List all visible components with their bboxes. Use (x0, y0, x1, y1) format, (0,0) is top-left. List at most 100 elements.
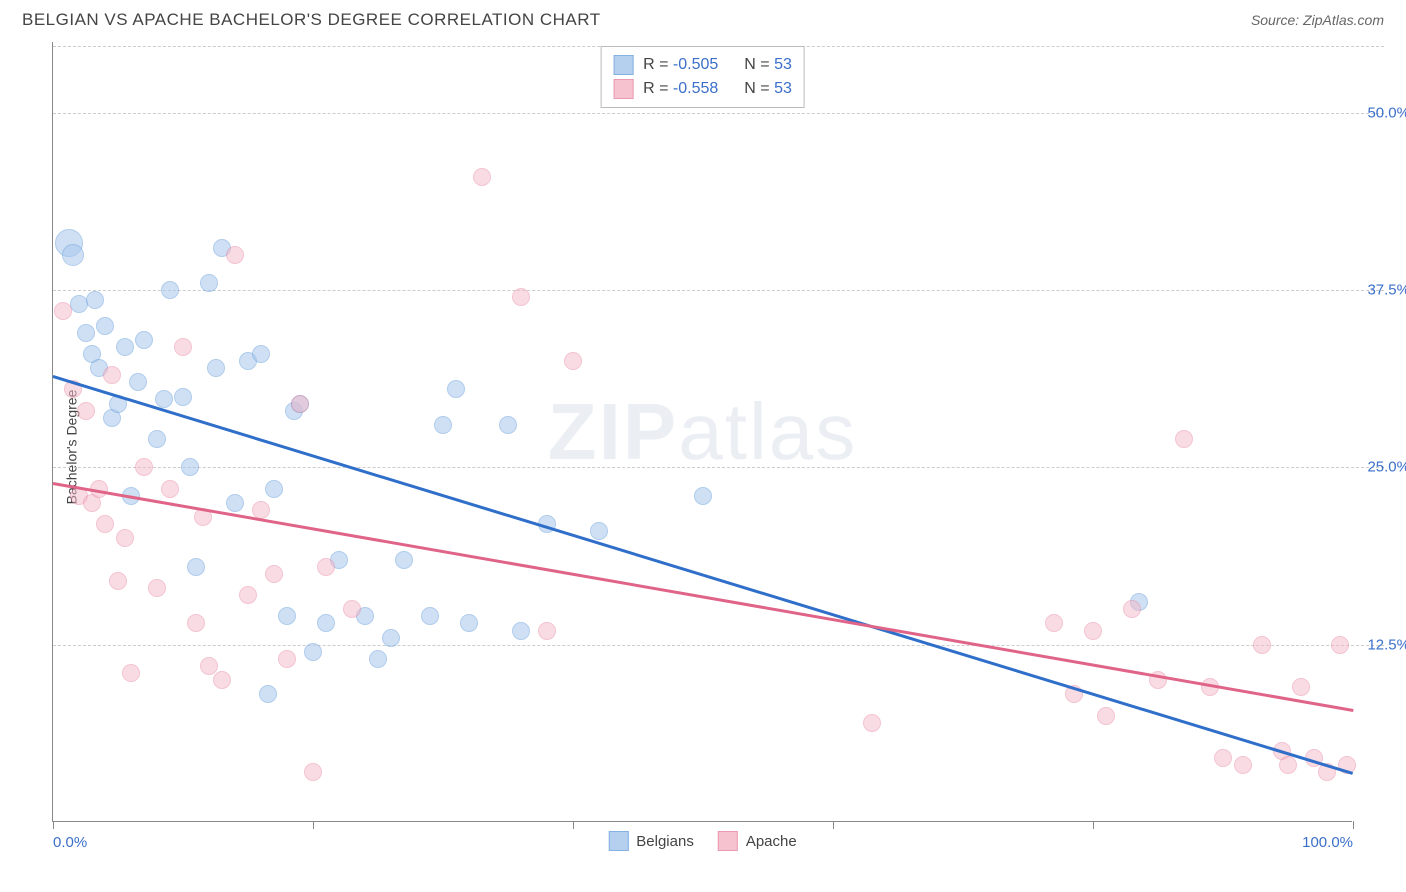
data-point (460, 614, 478, 632)
legend-swatch (718, 831, 738, 851)
legend-item: Apache (718, 831, 797, 851)
data-point (499, 416, 517, 434)
data-point (252, 345, 270, 363)
data-point (369, 650, 387, 668)
source-label: Source: ZipAtlas.com (1251, 12, 1384, 28)
data-point (512, 288, 530, 306)
data-point (187, 558, 205, 576)
data-point (434, 416, 452, 434)
data-point (155, 390, 173, 408)
x-tick (1093, 821, 1094, 829)
data-point (54, 302, 72, 320)
data-point (1045, 614, 1063, 632)
data-point (538, 622, 556, 640)
x-tick (833, 821, 834, 829)
data-point (174, 388, 192, 406)
data-point (382, 629, 400, 647)
data-point (317, 614, 335, 632)
data-point (694, 487, 712, 505)
y-tick-label: 25.0% (1367, 459, 1406, 476)
data-point (116, 529, 134, 547)
r-label: R = -0.558 (643, 80, 718, 98)
gridline (53, 467, 1384, 468)
trend-line (53, 375, 1354, 774)
data-point (135, 331, 153, 349)
x-tick (313, 821, 314, 829)
data-point (291, 395, 309, 413)
data-point (135, 458, 153, 476)
plot-area: ZIPatlas R = -0.505 N = 53 R = -0.558 N = 5… (52, 42, 1352, 822)
x-tick (53, 821, 54, 829)
gridline (53, 290, 1384, 291)
gridline (53, 113, 1384, 114)
data-point (590, 522, 608, 540)
data-point (161, 480, 179, 498)
data-point (259, 685, 277, 703)
data-point (1253, 636, 1271, 654)
data-point (1097, 707, 1115, 725)
data-point (343, 600, 361, 618)
y-tick-label: 12.5% (1367, 636, 1406, 653)
correlation-legend: R = -0.505 N = 53 R = -0.558 N = 53 (600, 46, 805, 108)
data-point (109, 572, 127, 590)
legend-row: R = -0.558 N = 53 (613, 77, 792, 101)
data-point (1279, 756, 1297, 774)
legend-swatch (613, 79, 633, 99)
data-point (161, 281, 179, 299)
x-tick (1353, 821, 1354, 829)
data-point (1331, 636, 1349, 654)
data-point (863, 714, 881, 732)
data-point (512, 622, 530, 640)
data-point (226, 494, 244, 512)
chart-container: Bachelor's Degree ZIPatlas R = -0.505N =… (22, 42, 1384, 852)
data-point (304, 643, 322, 661)
series-legend: Belgians Apache (608, 831, 796, 851)
x-tick (573, 821, 574, 829)
legend-row: R = -0.505 N = 53 (613, 53, 792, 77)
data-point (207, 359, 225, 377)
data-point (181, 458, 199, 476)
data-point (96, 515, 114, 533)
data-point (103, 366, 121, 384)
data-point (86, 291, 104, 309)
data-point (116, 338, 134, 356)
data-point (1214, 749, 1232, 767)
data-point (96, 317, 114, 335)
x-tick-label: 100.0% (1302, 834, 1353, 851)
data-point (1292, 678, 1310, 696)
legend-swatch (608, 831, 628, 851)
data-point (174, 338, 192, 356)
data-point (265, 480, 283, 498)
data-point (304, 763, 322, 781)
y-tick-label: 50.0% (1367, 104, 1406, 121)
data-point (213, 671, 231, 689)
data-point (226, 246, 244, 264)
watermark: ZIPatlas (548, 386, 857, 478)
data-point (148, 430, 166, 448)
data-point (564, 352, 582, 370)
data-point (395, 551, 413, 569)
data-point (129, 373, 147, 391)
data-point (1175, 430, 1193, 448)
data-point (278, 650, 296, 668)
data-point (1123, 600, 1141, 618)
n-label: N = 53 (744, 56, 792, 74)
data-point (421, 607, 439, 625)
legend-swatch (613, 55, 633, 75)
data-point (278, 607, 296, 625)
legend-label: Apache (746, 833, 797, 850)
data-point (187, 614, 205, 632)
data-point (1084, 622, 1102, 640)
legend-label: Belgians (636, 833, 694, 850)
gridline (53, 645, 1384, 646)
legend-item: Belgians (608, 831, 694, 851)
data-point (200, 274, 218, 292)
data-point (473, 168, 491, 186)
data-point (62, 244, 84, 266)
chart-title: BELGIAN VS APACHE BACHELOR'S DEGREE CORR… (22, 10, 601, 30)
data-point (239, 586, 257, 604)
r-label: R = -0.505 (643, 56, 718, 74)
y-tick-label: 37.5% (1367, 282, 1406, 299)
data-point (1234, 756, 1252, 774)
n-label: N = 53 (744, 80, 792, 98)
